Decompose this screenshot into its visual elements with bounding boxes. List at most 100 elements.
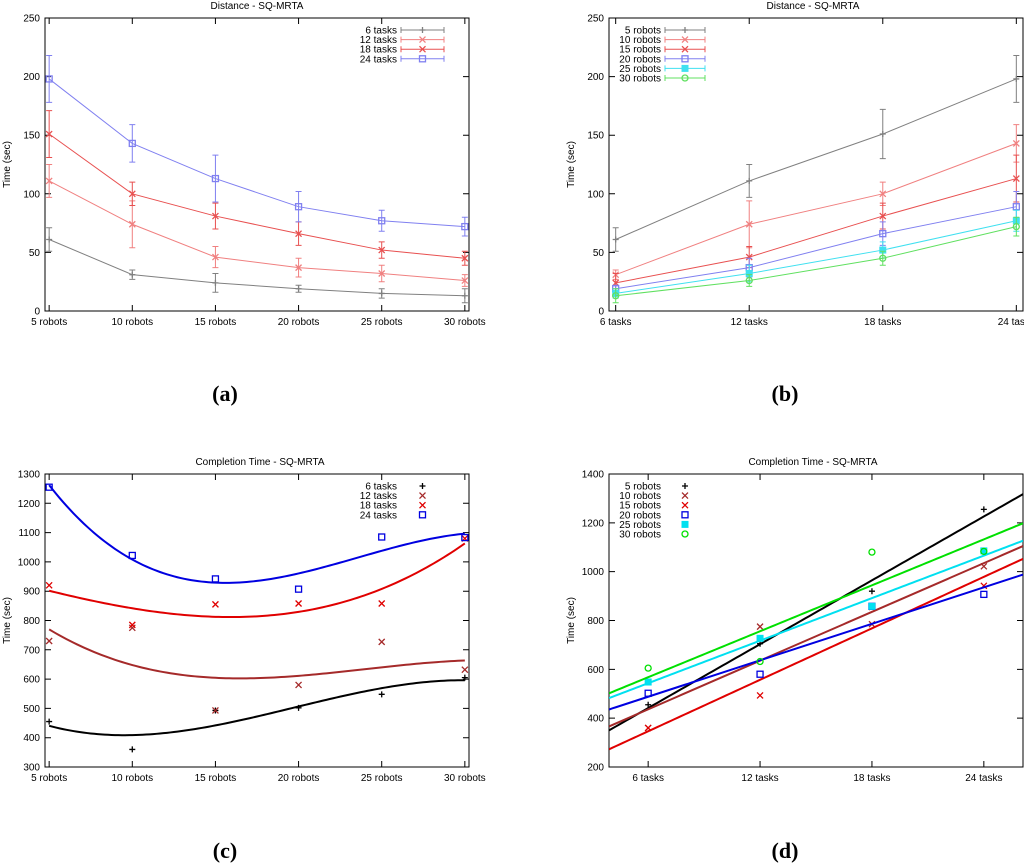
data-point [1012, 175, 1020, 183]
legend-label: 5 robots [625, 26, 661, 37]
data-point [128, 624, 136, 632]
data-point [756, 670, 764, 678]
series-line [48, 78, 465, 228]
legend-label: 30 robots [619, 74, 661, 85]
data-point [879, 254, 887, 262]
y-tick-label: 50 [29, 248, 41, 259]
series-12-tasks: 12 tasks [45, 491, 469, 714]
data-point [45, 581, 53, 589]
y-tick-label: 200 [587, 763, 604, 774]
legend-marker [418, 55, 427, 63]
y-tick-label: 1100 [18, 528, 40, 539]
error-bar [612, 288, 619, 304]
legend-marker [418, 511, 427, 519]
data-point [1012, 203, 1020, 211]
data-point [879, 190, 887, 198]
data-point [295, 264, 303, 272]
x-tick-label: 5 robots [31, 773, 67, 784]
fit-curve [48, 484, 465, 584]
data-point [295, 600, 303, 607]
fit-curve [609, 545, 1023, 728]
data-point [644, 664, 652, 672]
data-point [645, 701, 652, 708]
data-point [129, 271, 136, 278]
legend-marker [682, 27, 688, 33]
legend-label: 20 robots [619, 510, 661, 521]
y-tick-label: 800 [23, 616, 40, 627]
plot-frame [44, 473, 470, 768]
error-bar [295, 190, 302, 223]
y-tick-label: 250 [23, 14, 40, 25]
series-15-robots: 15 robots [612, 45, 1020, 293]
x-tick-label: 25 robots [361, 317, 403, 328]
x-tick-label: 12 tasks [731, 317, 768, 328]
legend-marker [681, 45, 689, 53]
data-point [756, 623, 764, 631]
data-point [461, 254, 469, 262]
series-12-tasks: 12 tasks [45, 35, 469, 287]
plot-frame [608, 17, 1024, 312]
x-tick-label: 20 robots [278, 773, 320, 784]
chart-title: Completion Time - SQ-MRTA [748, 457, 877, 468]
data-point [211, 706, 219, 714]
data-point [879, 229, 887, 238]
series-30-robots: 30 robots [609, 522, 1023, 695]
x-tick-label: 30 robots [444, 773, 486, 784]
legend-label: 5 robots [625, 482, 661, 493]
data-point [1012, 139, 1020, 147]
data-point [461, 222, 469, 231]
legend-marker [681, 74, 689, 82]
y-tick-label: 400 [23, 733, 40, 744]
y-tick-label: 200 [23, 72, 40, 83]
data-point [1012, 222, 1020, 231]
x-tick-label: 25 robots [361, 773, 403, 784]
y-tick-label: 700 [23, 645, 40, 656]
y-tick-label: 500 [23, 704, 40, 715]
data-point [756, 634, 764, 642]
data-point [868, 548, 876, 556]
data-point [980, 590, 988, 599]
series-18-tasks: 18 tasks [45, 45, 469, 266]
error-bar [212, 154, 219, 203]
x-tick-label: 24 tasks [998, 317, 1024, 328]
error-bar [746, 274, 753, 287]
y-tick-label: 600 [587, 665, 604, 676]
data-point [128, 190, 136, 198]
y-tick-label: 1000 [582, 567, 605, 578]
data-point [461, 666, 469, 674]
legend-label: 18 tasks [360, 501, 397, 512]
legend-marker [419, 36, 426, 44]
y-axis-label: Time (sec) [2, 141, 13, 188]
y-tick-label: 100 [587, 189, 604, 200]
legend-label: 12 tasks [360, 35, 397, 46]
x-tick-label: 10 robots [111, 317, 153, 328]
data-point [644, 678, 652, 686]
legend-marker [419, 27, 426, 33]
chart-title: Distance - SQ-MRTA [211, 1, 304, 12]
legend-label: 6 tasks [365, 482, 397, 493]
series-line [48, 239, 465, 297]
data-point [378, 638, 386, 646]
data-point [378, 246, 386, 254]
fit-curve [48, 628, 465, 680]
y-tick-label: 1000 [18, 557, 41, 568]
legend-marker [681, 492, 689, 500]
data-point [294, 585, 303, 593]
legend-label: 15 robots [619, 501, 661, 512]
data-point [879, 212, 887, 220]
data-point [378, 691, 385, 698]
legend-marker [681, 36, 689, 44]
error-bar [46, 55, 53, 103]
data-point [644, 724, 652, 732]
y-tick-label: 250 [587, 14, 604, 25]
data-point [378, 217, 386, 225]
legend-label: 24 tasks [360, 510, 397, 521]
y-tick-label: 400 [587, 714, 604, 725]
legend-label: 15 robots [619, 45, 661, 56]
plot-frame [608, 473, 1024, 768]
data-point [756, 691, 764, 699]
legend-marker [681, 501, 689, 509]
series-line [615, 78, 1017, 240]
legend-marker [419, 501, 426, 509]
